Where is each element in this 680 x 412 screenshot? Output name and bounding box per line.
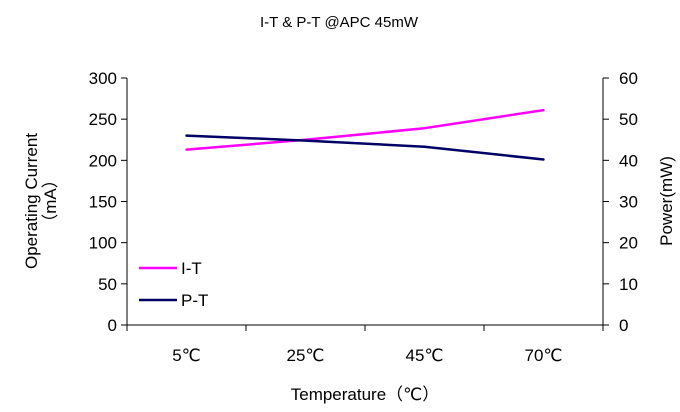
chart-title: I-T & P-T @APC 45mW bbox=[260, 14, 419, 31]
data-point-p-t bbox=[304, 139, 307, 142]
right-tick-label: 30 bbox=[619, 193, 638, 212]
series-line-p-t bbox=[186, 134, 544, 161]
data-point-p-t bbox=[542, 158, 545, 161]
right-tick-label: 0 bbox=[619, 316, 628, 335]
left-ticks: 0 50 100 150 200 250 300 bbox=[89, 69, 127, 335]
legend: I-T P-T bbox=[139, 259, 208, 310]
x-tick-label: 45℃ bbox=[405, 346, 443, 365]
data-point-i-t bbox=[423, 127, 426, 130]
left-tick-label: 50 bbox=[98, 275, 117, 294]
legend-label-p-t: P-T bbox=[181, 291, 208, 310]
data-point-i-t bbox=[542, 108, 545, 112]
x-tick-label: 5℃ bbox=[172, 346, 201, 365]
left-tick-label: 100 bbox=[89, 234, 117, 253]
data-point-i-t bbox=[185, 148, 188, 151]
data-point-p-t bbox=[423, 145, 426, 148]
left-axis-label-line-2: （mA） bbox=[41, 171, 60, 231]
right-tick-label: 50 bbox=[619, 110, 638, 129]
left-tick-label: 250 bbox=[89, 110, 117, 129]
left-tick-label: 200 bbox=[89, 151, 117, 170]
right-axis-label: Power(mW) bbox=[657, 156, 676, 246]
right-tick-label: 20 bbox=[619, 234, 638, 253]
right-tick-label: 60 bbox=[619, 69, 638, 88]
left-tick-label: 0 bbox=[108, 316, 117, 335]
x-tick-label: 70℃ bbox=[524, 346, 562, 365]
right-tick-label: 10 bbox=[619, 275, 638, 294]
x-axis-label: Temperature（℃） bbox=[291, 385, 440, 404]
legend-label-i-t: I-T bbox=[181, 259, 202, 278]
axes bbox=[126, 78, 604, 326]
data-point-p-t bbox=[185, 134, 188, 137]
left-axis-label-line-1: Operating Current bbox=[22, 133, 41, 269]
right-tick-label: 40 bbox=[619, 151, 638, 170]
series-layer bbox=[185, 108, 545, 161]
x-tick-label: 25℃ bbox=[286, 346, 324, 365]
x-ticks: 5℃ 25℃ 45℃ 70℃ bbox=[126, 325, 604, 365]
left-tick-label: 150 bbox=[89, 193, 117, 212]
left-tick-label: 300 bbox=[89, 69, 117, 88]
right-ticks: 0 10 20 30 40 50 60 bbox=[603, 69, 638, 335]
series-line-i-t bbox=[186, 108, 544, 151]
left-axis-label: Operating Current （mA） bbox=[22, 133, 60, 269]
